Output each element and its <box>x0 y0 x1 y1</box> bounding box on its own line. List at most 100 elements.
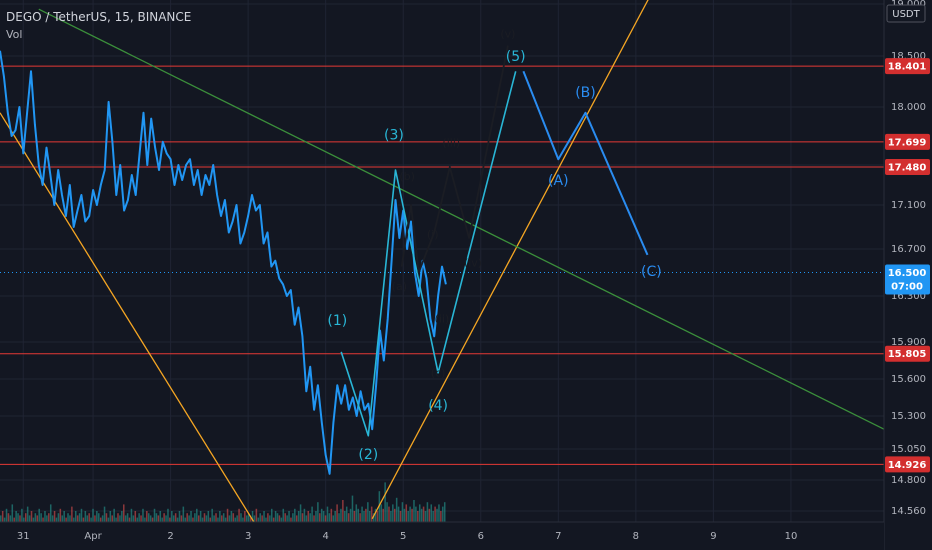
volume-bar <box>86 515 89 522</box>
volume-bar <box>171 511 173 522</box>
volume-bar <box>219 511 221 522</box>
volume-bar <box>357 508 359 522</box>
volume-bar <box>443 502 446 522</box>
price-tick-label: 18.500 <box>891 51 926 62</box>
volume-bar <box>265 517 267 522</box>
volume-bar <box>309 513 311 522</box>
volume-bar <box>228 515 231 522</box>
trendline-green-diagonal <box>38 8 885 430</box>
trendline-orange-left <box>0 112 257 526</box>
chart-header: DEGO / TetherUS, 15, BINANCE Vol <box>6 9 191 43</box>
volume-bar <box>32 517 35 522</box>
volume-bar <box>123 504 125 522</box>
volume-bar <box>390 511 392 522</box>
volume-bar <box>180 515 183 522</box>
volume-bar <box>224 517 227 522</box>
price-tick-label: 15.900 <box>891 337 926 348</box>
wave-sub-label: (v) <box>500 27 515 40</box>
volume-bar <box>59 508 62 522</box>
volume-bar <box>23 517 25 522</box>
volume-bar <box>284 513 286 522</box>
volume-bar <box>282 508 285 522</box>
volume-bar <box>342 500 344 522</box>
time-tick-label: 8 <box>633 531 639 542</box>
volume-bar <box>128 517 131 522</box>
volume-bar <box>21 508 23 522</box>
volume-bar <box>34 513 37 522</box>
volume-bar <box>363 511 365 522</box>
volume-bar <box>151 517 154 522</box>
volume-bar <box>399 511 402 522</box>
volume-bar <box>115 517 117 522</box>
volume-bar <box>146 511 148 522</box>
volume-bar <box>140 515 142 522</box>
volume-bar <box>365 508 367 522</box>
volume-bar <box>305 515 308 522</box>
volume-bar <box>209 517 212 522</box>
volume-bar <box>201 517 204 522</box>
volume-bar <box>246 515 248 522</box>
volume-bar <box>261 515 263 522</box>
volume-bar <box>215 513 217 522</box>
volume-bar <box>167 508 169 522</box>
volume-bar <box>57 513 60 522</box>
time-tick-label: 10 <box>785 531 798 542</box>
volume-bar <box>99 517 102 522</box>
volume-bar <box>207 511 210 522</box>
volume-bar <box>71 506 73 522</box>
level-badge-label: 15.805 <box>888 349 927 360</box>
volume-bar <box>417 511 419 522</box>
volume-bar <box>111 515 113 522</box>
time-axis[interactable]: 31 Apr 2 3 4 5 6 7 8 9 10 <box>0 521 884 550</box>
volume-bar <box>322 511 325 522</box>
volume-bar <box>292 513 294 522</box>
volume-bar <box>13 517 15 522</box>
volume-bar <box>80 508 83 522</box>
level-badge <box>885 345 930 362</box>
price-tick-label: 14.800 <box>891 475 926 486</box>
volume-bar <box>353 511 356 522</box>
wave-sub-path <box>400 45 509 274</box>
volume-bar <box>26 506 29 522</box>
volume-indicator-label[interactable]: Vol <box>6 28 23 41</box>
level-badge-label: 17.480 <box>888 163 927 174</box>
volume-bar <box>345 506 348 522</box>
volume-bar <box>388 506 390 522</box>
volume-bar <box>88 513 90 522</box>
volume-bar <box>380 504 383 522</box>
volume-bar <box>159 511 162 522</box>
level-badge-label: 14.926 <box>888 460 927 471</box>
volume-bar <box>413 500 415 522</box>
price-axis[interactable]: 14.560 14.800 15.050 15.300 15.600 15.900 16.3… <box>883 0 932 550</box>
volume-bar <box>186 513 188 522</box>
volume-bar <box>251 511 254 522</box>
symbol-title[interactable]: DEGO / TetherUS, 15, BINANCE <box>6 10 192 24</box>
volume-bar <box>301 513 304 522</box>
volume-bar <box>5 508 8 522</box>
time-tick-label: 9 <box>710 531 716 542</box>
volume-bar <box>67 513 69 522</box>
volume-bar <box>440 511 442 522</box>
volume-bar <box>244 511 246 522</box>
volume-bar <box>78 513 81 522</box>
volume-bar <box>174 513 177 522</box>
volume-bar <box>332 515 335 522</box>
volume-bar <box>178 511 181 522</box>
level-badge-label: 18.401 <box>888 62 927 73</box>
volume-bar <box>240 513 242 522</box>
volume-bar <box>269 515 271 522</box>
volume-bar <box>395 497 398 522</box>
volume-bar <box>295 515 298 522</box>
volume-bar <box>234 517 236 522</box>
volume-bar <box>270 508 273 522</box>
volume-bar <box>436 508 438 522</box>
volume-bar <box>409 506 411 522</box>
price-tick-label: 14.560 <box>891 506 926 517</box>
volume-bar <box>44 511 46 522</box>
volume-bar <box>51 515 54 522</box>
volume-bar <box>442 506 444 522</box>
volume-bar <box>176 517 179 522</box>
volume-bar <box>38 508 40 522</box>
volume-bar <box>211 508 213 522</box>
